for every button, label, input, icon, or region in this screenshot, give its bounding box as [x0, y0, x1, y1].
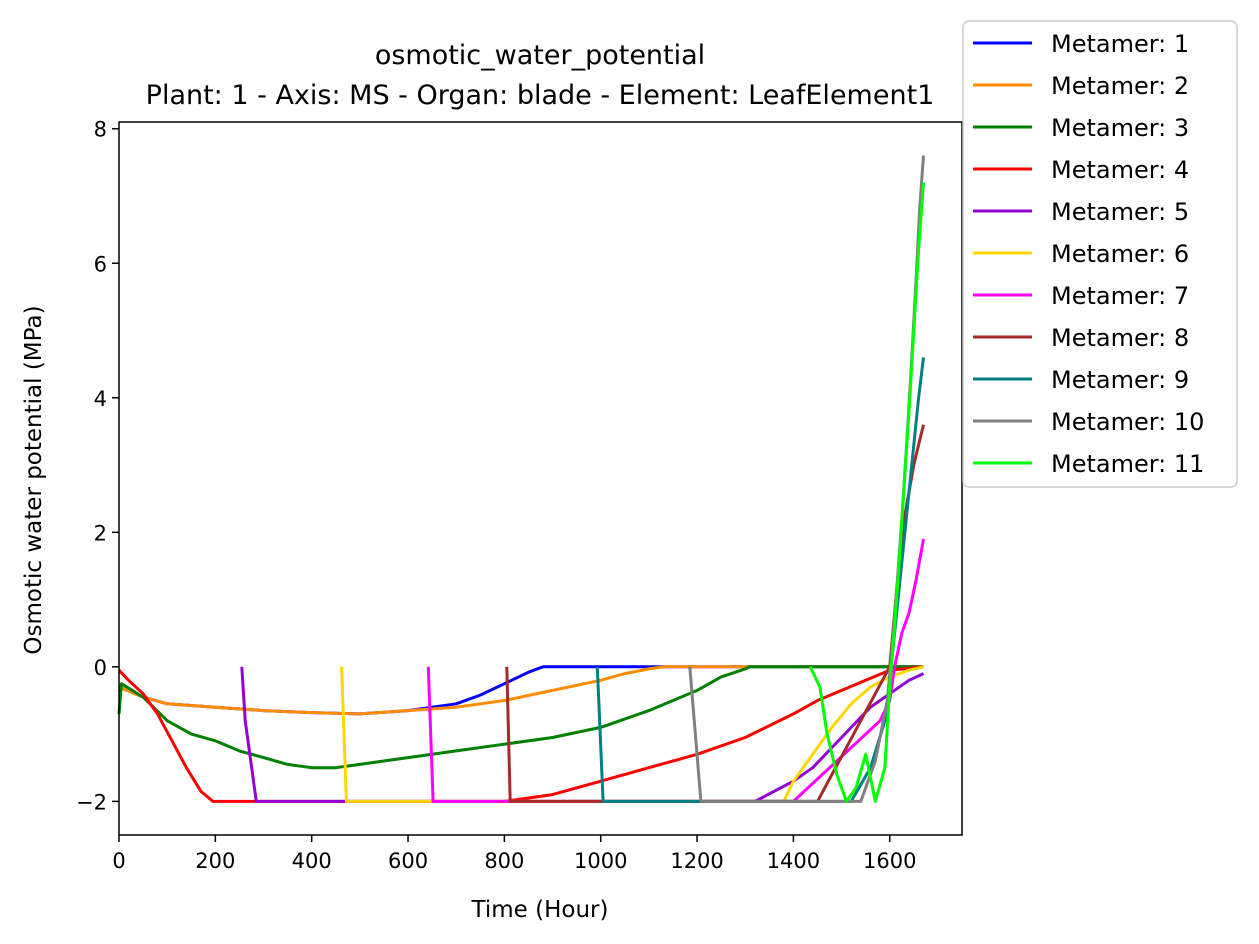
y-tick-label: 2 [94, 521, 107, 545]
series-line-metamer-11 [808, 182, 925, 803]
x-tick-label: 1000 [574, 849, 627, 873]
plot-frame [118, 121, 963, 836]
x-tick-label: 600 [388, 849, 428, 873]
legend-label-metamer-9: Metamer: 9 [1051, 366, 1189, 394]
y-tick-label: 4 [94, 387, 107, 411]
series-line-metamer-1 [118, 665, 924, 716]
series-line-metamer-9 [595, 357, 925, 803]
series-line-metamer-8 [505, 424, 925, 803]
legend-items: Metamer: 1 Metamer: 2 Metamer: 3 Metamer: 4… [973, 30, 1204, 478]
y-tick-label: 0 [94, 656, 107, 680]
chart-subtitle: Plant: 1 - Axis: MS - Organ: blade - Ele… [146, 80, 935, 111]
x-tick-label: 1400 [767, 849, 820, 873]
y-tick-label: −2 [76, 790, 107, 814]
legend-label-metamer-1: Metamer: 1 [1051, 30, 1189, 58]
legend-label-metamer-10: Metamer: 10 [1051, 408, 1204, 436]
x-tick-label: 400 [292, 849, 332, 873]
y-axis-label: Osmotic water potential (MPa) [21, 305, 47, 654]
series-line-metamer-3 [117, 665, 924, 770]
series-line-metamer-7 [426, 538, 925, 803]
y-tick-label: 8 [94, 118, 107, 142]
y-tick-label: 6 [94, 252, 107, 276]
x-axis-label: Time (Hour) [471, 897, 609, 923]
legend-label-metamer-7: Metamer: 7 [1051, 282, 1189, 310]
x-tick-label: 0 [112, 849, 125, 873]
x-tick-label: 1600 [863, 849, 916, 873]
legend-label-metamer-8: Metamer: 8 [1051, 324, 1189, 352]
legend: Metamer: 1 Metamer: 2 Metamer: 3 Metamer: 4… [962, 20, 1238, 488]
legend-label-metamer-3: Metamer: 3 [1051, 114, 1189, 142]
legend-label-metamer-4: Metamer: 4 [1051, 156, 1189, 184]
x-tick-label: 200 [195, 849, 235, 873]
y-axis: −2 0 2 4 6 8 [76, 118, 119, 814]
legend-label-metamer-5: Metamer: 5 [1051, 198, 1189, 226]
x-tick-label: 800 [484, 849, 524, 873]
series-line-metamer-2 [118, 665, 924, 716]
series-layer [117, 155, 925, 803]
chart-title: osmotic_water_potential [375, 40, 705, 71]
legend-label-metamer-11: Metamer: 11 [1051, 450, 1204, 478]
series-line-metamer-5 [240, 666, 925, 803]
legend-label-metamer-6: Metamer: 6 [1051, 240, 1189, 268]
legend-box [962, 20, 1238, 488]
x-axis: 0 200 400 600 800 1000 1200 1400 1600 [112, 835, 916, 873]
legend-label-metamer-2: Metamer: 2 [1051, 72, 1189, 100]
x-tick-label: 1200 [670, 849, 723, 873]
series-line-metamer-4 [117, 665, 924, 803]
